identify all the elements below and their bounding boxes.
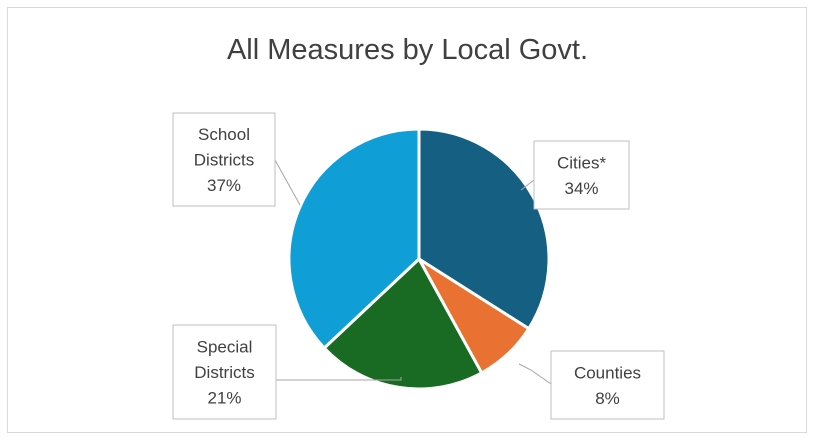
leader-line-cities bbox=[520, 179, 535, 191]
data-label-special-districts: Special Districts 21% bbox=[172, 324, 277, 420]
data-labels: Cities*34%Counties8%SpecialDistricts21%S… bbox=[172, 112, 665, 420]
data-label-line: 34% bbox=[564, 179, 598, 198]
data-label-box bbox=[533, 140, 630, 210]
data-label-box bbox=[172, 324, 277, 420]
leader-lines bbox=[274, 159, 552, 385]
data-label-box bbox=[550, 350, 665, 420]
data-label-line: Districts bbox=[194, 363, 254, 382]
pie-slice-special-districts bbox=[322, 257, 484, 391]
leader-line-counties bbox=[518, 363, 552, 385]
data-label-line: 8% bbox=[595, 389, 620, 408]
data-label-box bbox=[172, 112, 276, 207]
data-label-cities: Cities* 34% bbox=[533, 140, 630, 210]
data-label-line: Counties bbox=[574, 363, 641, 382]
data-label-line: Cities* bbox=[557, 153, 607, 172]
leader-line-special-districts bbox=[276, 377, 402, 381]
pie-slices bbox=[287, 127, 551, 391]
data-label-line: Special bbox=[197, 338, 253, 357]
data-label-counties: Counties 8% bbox=[550, 350, 665, 420]
pie-slice-school-districts bbox=[287, 127, 421, 350]
data-label-line: 37% bbox=[207, 176, 241, 195]
data-label-line: School bbox=[198, 125, 250, 144]
chart-title: All Measures by Local Govt. bbox=[226, 34, 589, 66]
data-label-school-districts: School Districts 37% bbox=[172, 112, 276, 207]
data-label-line: 21% bbox=[207, 389, 241, 408]
data-label-line: Districts bbox=[194, 151, 254, 170]
leader-line-school-districts bbox=[274, 159, 301, 206]
